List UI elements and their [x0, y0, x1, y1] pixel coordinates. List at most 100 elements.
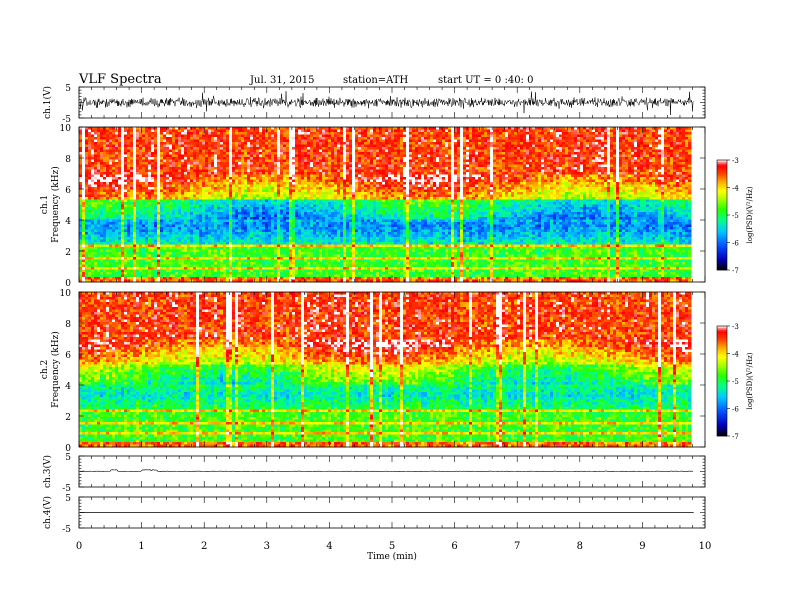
colorbar-cell — [717, 198, 727, 201]
colorbar-cell — [717, 338, 727, 341]
x-tick-label: 5 — [389, 541, 395, 552]
colorbar-cell — [717, 222, 727, 225]
time-axis: 0 1 2 3 4 5 6 7 8 9 10 Time (min) — [76, 541, 712, 562]
colorbar-cell — [717, 218, 727, 221]
colorbar-tick-label: -3 — [732, 323, 739, 331]
colorbar-tick-label: -7 — [732, 433, 739, 441]
colorbar-cell — [717, 262, 727, 265]
colorbar-cell — [717, 200, 727, 203]
x-tick-label: 0 — [76, 541, 82, 552]
colorbar-cell — [717, 419, 727, 422]
colorbar-cell — [717, 193, 727, 196]
colorbar-cell — [717, 384, 727, 387]
colorbar-cell — [717, 224, 727, 227]
colorbar-tick-label: -6 — [732, 406, 739, 414]
colorbar-cell — [717, 238, 727, 241]
colorbar-cell — [717, 421, 727, 424]
colorbar-cell — [717, 397, 727, 400]
colorbar-cell — [717, 430, 727, 433]
y-tick-label: 5 — [65, 453, 71, 463]
colorbar-cell — [717, 161, 727, 164]
y-axis-label: ch.4(V) — [42, 496, 53, 529]
colorbar-cell — [717, 194, 727, 197]
colorbar-cell — [717, 359, 727, 362]
colorbar-cell — [717, 401, 727, 404]
y-tick-label: 2 — [65, 413, 71, 423]
y-tick-label: 5 — [65, 494, 71, 504]
colorbar-tick-label: -5 — [732, 378, 739, 386]
y-axis-label: Frequency (kHz) — [50, 331, 61, 408]
colorbar-cell — [717, 165, 727, 168]
colorbar-tick-label: -3 — [732, 157, 739, 165]
colorbar-cell — [717, 399, 727, 402]
colorbar-cell — [717, 426, 727, 429]
colorbar-cell — [717, 379, 727, 382]
y-axis-label: Frequency (kHz) — [50, 166, 61, 243]
y-tick-label: 6 — [65, 351, 71, 361]
colorbar-cell — [717, 386, 727, 389]
chart-title: VLF Spectra — [79, 72, 162, 87]
colorbar-cell — [717, 371, 727, 374]
y-tick-label: 4 — [65, 217, 71, 227]
colorbar-cell — [717, 335, 727, 338]
colorbar-cell — [717, 417, 727, 420]
colorbar-cell — [717, 233, 727, 236]
colorbar-cell — [717, 216, 727, 219]
colorbar-tick-label: -7 — [732, 267, 739, 275]
colorbar-cell — [717, 425, 727, 428]
y-tick-label: 8 — [65, 155, 71, 165]
colorbar-cell — [717, 174, 727, 177]
colorbar-cell — [717, 406, 727, 409]
colorbar-cell — [717, 331, 727, 334]
y-tick-label: -5 — [62, 484, 71, 494]
y-axis-label: ch.1(V) — [42, 86, 53, 119]
colorbar-cell — [717, 187, 727, 190]
colorbar-label: log(PSD)(V²/Hz) — [746, 352, 754, 409]
colorbar-cell — [717, 410, 727, 413]
colorbar-cell — [717, 370, 727, 373]
colorbar-cell — [717, 362, 727, 365]
colorbar-cell — [717, 169, 727, 172]
x-tick-label: 9 — [639, 541, 645, 552]
colorbar-cell — [717, 227, 727, 230]
colorbar-cell — [717, 178, 727, 181]
ch1-waveform-panel: 5 -5 ch.1(V) — [42, 84, 706, 125]
channel-label: ch.1 — [40, 195, 50, 214]
colorbar-cell — [717, 377, 727, 380]
colorbar-cell — [717, 213, 727, 216]
colorbar-cell — [717, 191, 727, 194]
colorbar-cell — [717, 264, 727, 267]
colorbar-cell — [717, 248, 727, 251]
colorbar-cell — [717, 253, 727, 256]
colorbar-cell — [717, 344, 727, 347]
colorbar-cell — [717, 172, 727, 175]
colorbar-cell — [717, 360, 727, 363]
y-axis-label: ch.3(V) — [42, 455, 53, 488]
x-tick-label: 10 — [699, 541, 712, 552]
colorbar-cell — [717, 327, 727, 330]
colorbar-cell — [717, 202, 727, 205]
colorbar-cell — [717, 375, 727, 378]
colorbar-tick-label: -4 — [732, 351, 739, 359]
colorbar-cell — [717, 353, 727, 356]
y-tick-label: 8 — [65, 320, 71, 330]
colorbar-cell — [717, 393, 727, 396]
colorbar-cell — [717, 196, 727, 199]
colorbar-cell — [717, 220, 727, 223]
colorbar-cell — [717, 412, 727, 415]
x-tick-label: 7 — [514, 541, 520, 552]
y-tick-label: -5 — [62, 115, 71, 125]
colorbar-label: log(PSD)(V²/Hz) — [746, 186, 754, 243]
ch2-colorbar: -3 -4 -5 -6 -7 log(PSD)(V²/Hz) — [716, 323, 754, 441]
colorbar-cell — [717, 255, 727, 258]
colorbar-cell — [717, 404, 727, 407]
colorbar-cell — [717, 364, 727, 367]
colorbar-cell — [717, 423, 727, 426]
colorbar-cell — [717, 395, 727, 398]
date-label: Jul. 31, 2015 — [250, 75, 315, 86]
colorbar-cell — [717, 329, 727, 332]
colorbar-cell — [717, 171, 727, 174]
x-tick-label: 8 — [577, 541, 583, 552]
colorbar-cell — [717, 346, 727, 349]
station-label: station=ATH — [343, 75, 408, 86]
